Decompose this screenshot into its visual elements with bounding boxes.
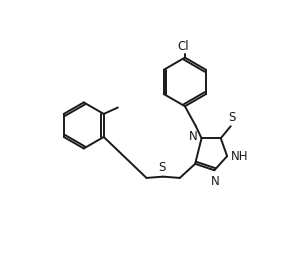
Text: S: S: [228, 111, 235, 124]
Text: N: N: [211, 175, 220, 188]
Text: S: S: [158, 161, 166, 174]
Text: N: N: [188, 131, 197, 143]
Text: Cl: Cl: [177, 40, 189, 53]
Text: NH: NH: [231, 150, 248, 163]
